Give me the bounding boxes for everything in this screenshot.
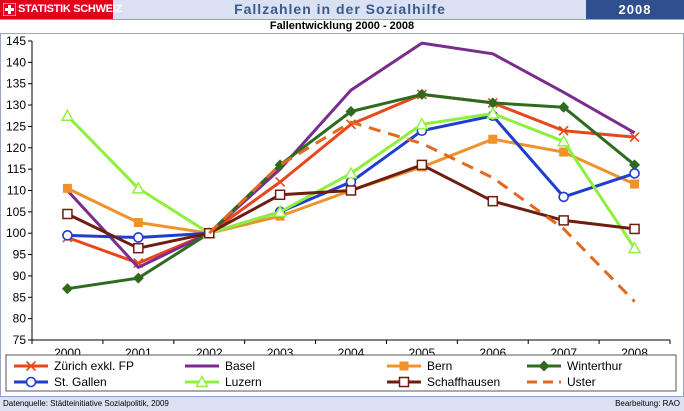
legend-label-zurich-exkl-fp: Zürich exkl. FP [54,359,134,373]
data-point-luzern [344,166,358,179]
data-point-bern [488,134,498,144]
y-tick-label: 115 [7,162,26,176]
data-point-bern [62,183,72,193]
legend-marker-zurich-exkl-fp [25,360,37,372]
logo-text: STATISTIK SCHWEIZ [18,3,122,15]
legend-marker-winterthur [538,360,550,372]
data-point-st-gallen [558,191,569,203]
y-tick-label: 125 [6,119,26,133]
legend [5,354,677,392]
data-point-luzern [60,108,75,121]
year-badge: 2008 [586,0,684,19]
legend-label-winterthur: Winterthur [567,359,622,373]
chart-title: Fallentwicklung 2000 - 2008 [269,20,415,32]
y-tick-label: 90 [13,269,27,283]
data-point-winterthur [558,101,570,113]
data-point-schaffhausen [487,195,499,207]
data-point-schaffhausen [133,242,144,254]
line-chart: 75 80 85 90 95 100 105 110 115 120 125 130 135 140 145… [5,34,677,392]
y-tick-label: 80 [13,312,27,326]
data-point-winterthur [345,105,357,117]
legend-label-schaffhausen: Schaffhausen [427,375,500,389]
legend-marker-luzern [195,375,209,388]
y-tick-label: 85 [13,290,27,304]
data-point-winterthur [132,272,144,284]
data-point-st-gallen [133,232,144,243]
legend-marker-bern [399,361,409,371]
data-source-note: Datenquelle: Städteinitiative Sozialpoli… [3,399,169,408]
y-tick-label: 145 [6,34,26,48]
footer-bar: Datenquelle: Städteinitiative Sozialpoli… [0,396,684,411]
data-point-luzern [415,117,429,130]
data-point-winterthur [629,159,641,171]
data-point-schaffhausen [558,215,569,226]
data-point-schaffhausen [629,223,640,235]
legend-label-uster: Uster [567,375,596,389]
series-line-uster [208,120,636,303]
data-point-bern [630,179,640,189]
legend-marker-schaffhausen [398,376,410,388]
y-tick-label: 95 [13,248,27,262]
data-point-winterthur [416,88,428,100]
data-point-schaffhausen [62,208,73,220]
data-point-schaffhausen [345,185,357,196]
data-point-bern [559,147,569,157]
page-title: Fallzahlen in der Sozialhilfe [234,1,446,17]
data-point-winterthur [487,97,499,109]
data-point-luzern [486,106,500,119]
y-tick-label: 110 [7,184,26,198]
header-banner: STATISTIK SCHWEIZ Fallzahlen in der Sozi… [0,0,684,20]
swiss-cross-icon [3,3,16,16]
data-point-st-gallen [62,230,73,241]
legend-label-st-gallen: St. Gallen [54,375,107,389]
credit-note: Bearbeitung: RAO [615,399,680,408]
data-point-st-gallen [629,168,640,179]
y-tick-label: 135 [6,77,26,91]
data-point-zurich-exkl-fp [345,119,357,130]
y-tick-label: 100 [6,226,26,240]
data-point-zurich-exkl-fp [558,125,569,136]
data-point-luzern [556,134,571,147]
data-point-schaffhausen [416,159,428,171]
data-point-st-gallen [345,176,357,188]
y-tick-label: 120 [6,141,26,155]
data-point-luzern [627,241,642,254]
y-tick-label: 75 [13,333,27,347]
y-tick-label: 105 [6,205,26,219]
legend-marker-st-gallen [25,376,37,388]
legend-label-basel: Basel [225,359,255,373]
y-tick-label: 140 [6,55,26,69]
legend-label-bern: Bern [427,359,452,373]
data-point-bern [133,218,143,228]
statistik-schweiz-logo: STATISTIK SCHWEIZ [0,0,122,19]
legend-label-luzern: Luzern [225,375,262,389]
data-point-schaffhausen [274,189,286,201]
data-point-zurich-exkl-fp [275,176,286,188]
data-point-zurich-exkl-fp [629,132,640,143]
data-point-winterthur [61,283,73,295]
y-tick-label: 130 [6,98,26,112]
data-point-luzern [131,181,146,194]
data-point-luzern [273,204,287,218]
series-line-basel [66,41,636,269]
